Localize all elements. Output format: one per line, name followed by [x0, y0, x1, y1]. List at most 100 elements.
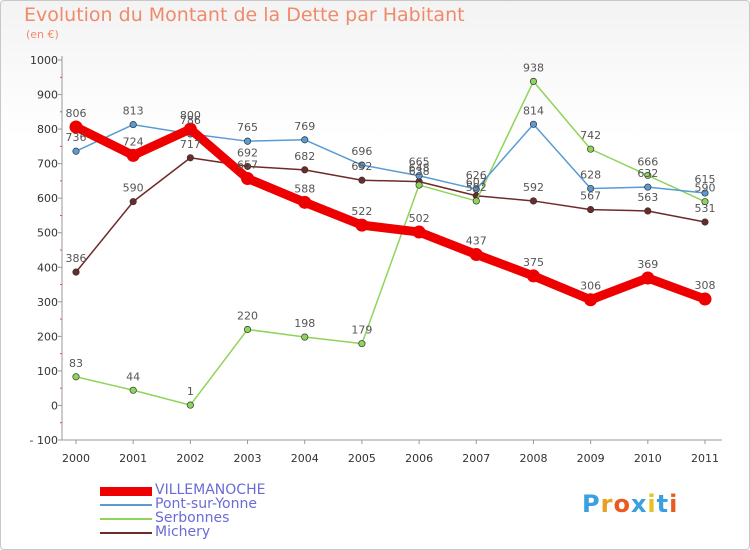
data-label: 44 [126, 370, 140, 383]
data-label: 682 [294, 150, 315, 163]
data-label: 638 [409, 165, 430, 178]
x-tick-label: 2011 [691, 452, 719, 465]
data-label: 736 [66, 131, 87, 144]
series-line [71, 122, 710, 305]
data-label: 522 [351, 205, 372, 218]
legend-label: Pont-sur-Yonne [155, 496, 257, 512]
y-tick-label: 400 [37, 261, 58, 274]
data-label: 769 [294, 120, 315, 133]
data-point [186, 401, 194, 409]
data-label: 652 [351, 160, 372, 173]
series-line [75, 80, 706, 406]
data-point [415, 172, 423, 180]
y-tick-label: 500 [37, 227, 58, 240]
logo-letter: P [582, 490, 601, 518]
data-label: 502 [409, 212, 430, 225]
data-label: 567 [580, 190, 601, 203]
x-tick-label: 2007 [462, 452, 490, 465]
data-label: 814 [523, 104, 544, 117]
y-tick-label: 900 [37, 89, 58, 102]
data-label: 615 [695, 173, 716, 186]
series-michery [72, 154, 709, 276]
logo-letter: x [630, 490, 648, 518]
data-label: 83 [69, 357, 83, 370]
data-label: 1 [187, 385, 194, 398]
series-serbonnes [72, 77, 709, 409]
x-tick-label: 2009 [577, 452, 605, 465]
data-point [186, 154, 194, 162]
data-point [72, 268, 80, 276]
legend-item: Serbonnes [100, 510, 340, 526]
data-label: 369 [637, 258, 658, 271]
data-point [129, 198, 137, 206]
legend-item: VILLEMANOCHE [100, 482, 340, 498]
data-point [587, 206, 595, 214]
x-tick-label: 2010 [634, 452, 662, 465]
data-point [698, 292, 712, 306]
data-point [355, 218, 369, 232]
data-label: 588 [294, 182, 315, 195]
x-tick-label: 2005 [348, 452, 376, 465]
data-point [358, 340, 366, 348]
data-point [243, 162, 252, 170]
logo-letter: o [613, 490, 631, 518]
x-tick-label: 2004 [291, 452, 319, 465]
data-point [301, 333, 309, 341]
y-tick-label: 600 [37, 192, 58, 205]
legend-item: Pont-sur-Yonne [100, 496, 340, 512]
data-label: 198 [294, 317, 315, 330]
data-label: 607 [466, 176, 487, 189]
legend-swatch [100, 532, 152, 534]
data-label: 590 [123, 182, 144, 195]
data-point [644, 171, 652, 179]
data-label: 220 [237, 309, 258, 322]
data-point [644, 207, 652, 215]
x-tick-label: 2000 [62, 452, 90, 465]
data-point [298, 195, 312, 209]
data-point [641, 271, 655, 285]
data-point [241, 171, 255, 185]
chart-series: 806 724 800 657 588 522 502 437 375 306 369 308 736 8… [66, 61, 716, 409]
chart-title: Evolution du Montant de la Dette par Hab… [24, 4, 465, 26]
data-point [472, 197, 480, 205]
y-tick-label: 200 [37, 330, 58, 343]
data-point [183, 122, 197, 136]
chart-axes: - 100 0 100 200 300 400 500 600 700 800 900 1000 200… [30, 54, 722, 465]
legend-label: Serbonnes [155, 510, 230, 526]
y-tick-label: 300 [37, 296, 58, 309]
proxiti-logo: Proxiti [582, 490, 678, 518]
data-label: 813 [123, 105, 144, 118]
data-label: 386 [66, 252, 87, 265]
legend-label: VILLEMANOCHE [155, 482, 266, 498]
data-label: 806 [66, 107, 87, 120]
y-tick-label: 700 [37, 158, 58, 171]
data-label: 306 [580, 280, 601, 293]
data-label: 590 [695, 182, 716, 195]
y-tick-label: 800 [37, 123, 58, 136]
data-label: 717 [180, 138, 201, 151]
y-tick-label: 100 [37, 365, 58, 378]
data-label: 563 [637, 191, 658, 204]
data-point [701, 218, 709, 226]
data-label: 692 [237, 146, 258, 159]
data-point [129, 121, 137, 129]
data-label: 628 [580, 169, 601, 182]
data-point [69, 120, 83, 134]
series-line [75, 157, 706, 273]
data-point [526, 269, 540, 283]
legend-label: Michery [155, 524, 211, 540]
x-tick-label: 2003 [234, 452, 262, 465]
data-label: 592 [523, 181, 544, 194]
y-tick-label: 0 [51, 399, 58, 412]
logo-letter: i [669, 490, 679, 518]
data-label: 657 [237, 158, 258, 171]
data-label: 592 [466, 181, 487, 194]
data-label: 696 [351, 145, 372, 158]
y-tick-label: - 100 [30, 434, 58, 447]
data-point [358, 161, 366, 169]
data-point [529, 120, 538, 128]
data-label: 765 [237, 121, 258, 134]
data-point [472, 185, 480, 193]
data-point [644, 183, 652, 191]
